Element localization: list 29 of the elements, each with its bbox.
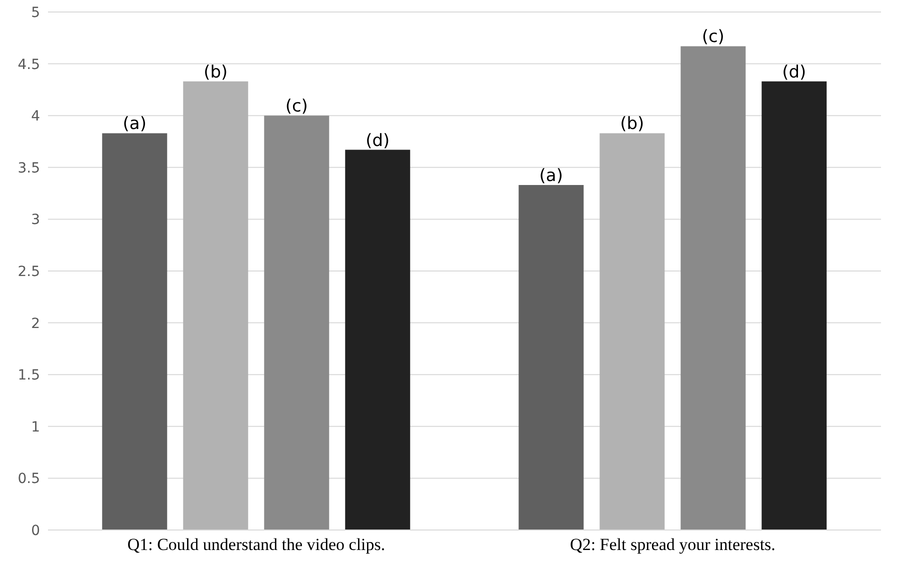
series-label: (d) xyxy=(366,130,390,151)
bar xyxy=(183,81,248,530)
series-label: (b) xyxy=(204,62,228,82)
text: (b) xyxy=(620,114,644,134)
text: (c) xyxy=(702,27,724,48)
bar xyxy=(345,150,410,530)
series-label: (a) xyxy=(122,114,146,134)
y-tick-label: 0 xyxy=(31,522,40,539)
series-label: (c) xyxy=(285,96,308,117)
y-tick-label: 4.5 xyxy=(18,56,40,73)
bar xyxy=(600,133,665,530)
y-tick-label: 0.5 xyxy=(18,471,40,488)
y-tick-label: 5 xyxy=(31,4,40,21)
text: (d) xyxy=(782,62,806,82)
y-tick-label: 4 xyxy=(31,108,40,125)
y-tick-label: 3 xyxy=(31,212,40,228)
y-tick-label: 1.5 xyxy=(18,368,40,384)
y-tick-label: 1 xyxy=(31,419,40,436)
bar xyxy=(102,133,168,530)
x-tick-label: Q2: Felt spread your interests. xyxy=(570,535,776,554)
y-tick-label: 3.5 xyxy=(18,160,40,176)
x-tick-label: Q1: Could understand the video clips. xyxy=(127,535,386,554)
y-tick-label: 2.5 xyxy=(18,264,40,280)
bar xyxy=(680,46,746,530)
bar xyxy=(518,185,584,530)
text: (a) xyxy=(539,166,563,186)
y-tick-label: 2 xyxy=(31,316,40,332)
bar xyxy=(762,81,827,530)
bar xyxy=(264,116,330,530)
